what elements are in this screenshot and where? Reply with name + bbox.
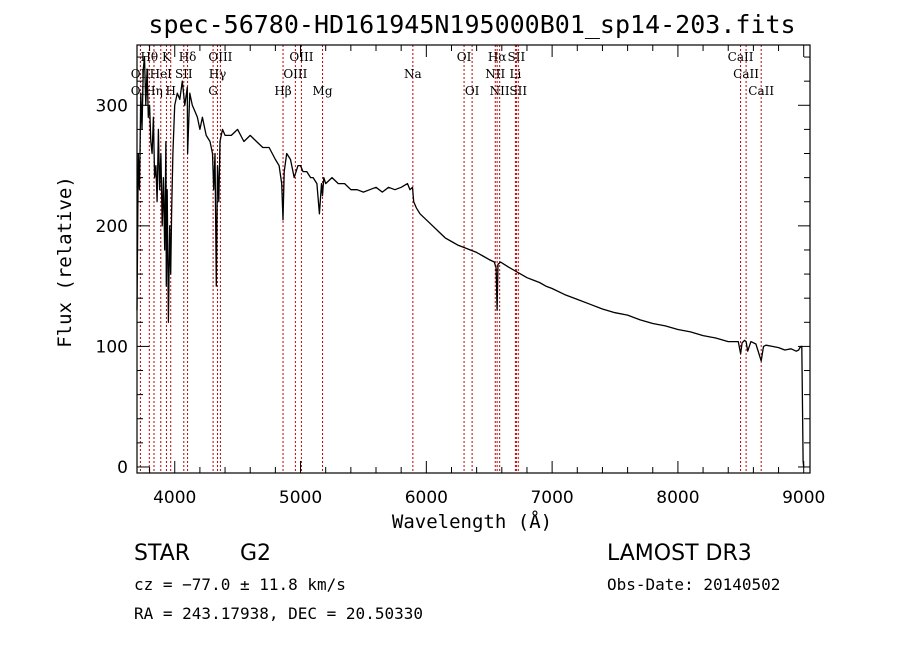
emission-line-markers (139, 45, 762, 473)
x-axis-label: Wavelength (Å) (392, 510, 552, 533)
x-tick-label: 4000 (153, 488, 196, 508)
y-axis-label: Flux (relative) (54, 176, 76, 348)
line-marker-label: Mg (313, 84, 333, 98)
line-marker-label: Hγ (209, 67, 227, 81)
x-tick-label: 5000 (279, 488, 322, 508)
line-marker-label: Li (509, 67, 521, 81)
line-marker-label: Hθ (140, 50, 158, 64)
spectrum-series (136, 56, 805, 468)
line-marker-label: CaII (748, 84, 774, 98)
line-marker-label: Hδ (179, 50, 197, 64)
line-marker-label: CaII (728, 50, 754, 64)
line-marker-label: K (162, 50, 172, 64)
chart-title: spec-56780-HD161945N195000B01_sp14-203.f… (148, 10, 795, 39)
line-marker-label: NII (485, 67, 505, 81)
x-tick-label: 9000 (782, 488, 825, 508)
plot-axes (136, 44, 811, 474)
line-marker-label: OIII (208, 50, 232, 64)
line-marker-label: HeI (150, 67, 173, 81)
line-marker-label: G (208, 84, 218, 98)
line-marker-label: SII (509, 84, 527, 98)
line-marker-label: NII (490, 84, 510, 98)
line-marker-label: OI (465, 84, 480, 98)
line-marker-label: CaII (733, 67, 759, 81)
line-marker-label: OI (457, 50, 472, 64)
object-class: STAR (134, 541, 190, 566)
line-marker-label: SII (508, 50, 526, 64)
line-marker-label: OIII (289, 50, 313, 64)
x-tick-label: 7000 (530, 488, 573, 508)
y-tick-label: 300 (96, 96, 128, 116)
plot-frame (136, 44, 811, 474)
sky-coordinates: RA = 243.17938, DEC = 20.50330 (134, 604, 423, 623)
redshift-velocity: cz = −77.0 ± 11.8 km/s (134, 575, 346, 594)
y-axis-ticks: 0 100 200 300 (96, 56, 810, 478)
line-marker-label: SII (175, 67, 193, 81)
line-marker-label: Hβ (274, 84, 291, 98)
x-tick-label: 6000 (405, 488, 448, 508)
line-marker-label: Hη (145, 84, 163, 98)
survey-name: LAMOST DR3 (607, 541, 752, 566)
observation-date: Obs-Date: 20140502 (607, 575, 780, 594)
y-tick-label: 0 (117, 458, 128, 478)
y-tick-label: 200 (96, 217, 128, 237)
line-marker-label: H (165, 84, 175, 98)
line-marker-label: OIII (283, 67, 307, 81)
line-marker-label: Hα (488, 50, 507, 64)
y-tick-label: 100 (96, 337, 128, 357)
x-axis-ticks: 4000 5000 6000 7000 8000 9000 (149, 45, 825, 508)
line-marker-label: Na (404, 67, 422, 81)
spectrum-line (136, 56, 805, 468)
x-tick-label: 8000 (656, 488, 699, 508)
spectral-subclass: G2 (240, 541, 271, 566)
